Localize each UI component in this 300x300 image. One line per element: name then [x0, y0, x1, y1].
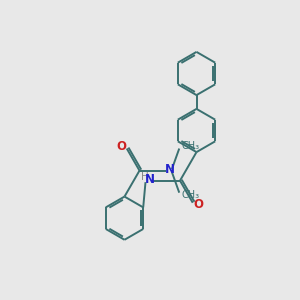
- Text: N: N: [144, 173, 154, 186]
- Text: O: O: [193, 198, 203, 211]
- Text: CH₃: CH₃: [182, 190, 200, 200]
- Text: O: O: [116, 140, 126, 153]
- Text: N: N: [165, 163, 175, 176]
- Text: CH₃: CH₃: [182, 141, 200, 151]
- Text: H: H: [141, 172, 148, 182]
